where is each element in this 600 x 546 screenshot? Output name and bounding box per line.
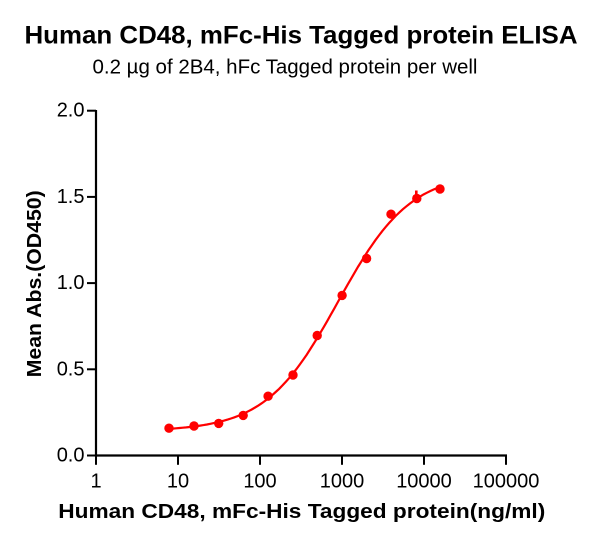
svg-text:0.2 µg of 2B4, hFc Tagged prot: 0.2 µg of 2B4, hFc Tagged protein per we… [93,57,478,79]
svg-text:10: 10 [167,471,189,493]
svg-text:0.5: 0.5 [57,358,85,380]
svg-text:1000: 1000 [320,471,365,493]
svg-text:1.5: 1.5 [57,186,85,208]
svg-text:1: 1 [90,471,101,493]
svg-text:100000: 100000 [473,471,540,493]
svg-text:0.0: 0.0 [57,445,85,467]
svg-text:100: 100 [243,471,276,493]
svg-text:1.0: 1.0 [57,272,85,294]
svg-text:10000: 10000 [396,471,452,493]
svg-text:Mean Abs.(OD450): Mean Abs.(OD450) [24,190,46,377]
svg-text:2.0: 2.0 [57,100,85,122]
svg-text:Human CD48, mFc-His Tagged pro: Human CD48, mFc-His Tagged protein ELISA [25,22,578,50]
svg-text:Human CD48, mFc-His Tagged pro: Human CD48, mFc-His Tagged protein(ng/ml… [58,501,545,523]
